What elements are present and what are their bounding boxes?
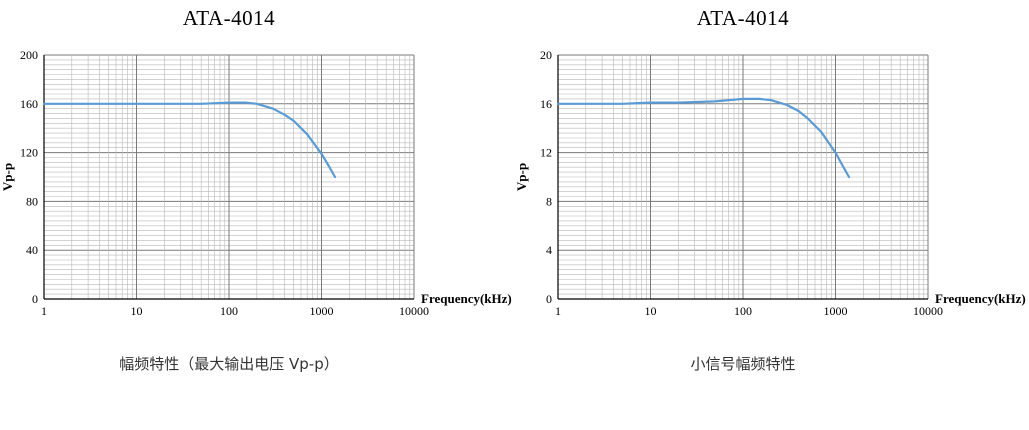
y-axis-label: Vp-p bbox=[0, 163, 15, 191]
y-tick-label: 8 bbox=[546, 194, 552, 208]
x-tick-label: 100 bbox=[734, 304, 752, 318]
y-tick-label: 0 bbox=[32, 292, 38, 306]
grid bbox=[557, 54, 929, 300]
y-tick-label: 40 bbox=[26, 243, 38, 257]
x-axis-label: Frequency(kHz) bbox=[421, 291, 512, 306]
response-curve bbox=[556, 97, 851, 179]
chart-small-signal: ATA-4014 0 4 8 12 16 20 1 10 100 1000 10000 Frequen… bbox=[514, 0, 1028, 430]
y-tick-label: 80 bbox=[26, 194, 38, 208]
chart-max-output-voltage: ATA-4014 0 40 80 120 160 200 1 10 100 1000 10000 Fr… bbox=[0, 0, 514, 430]
x-tick-label: 10000 bbox=[913, 304, 943, 318]
chart-caption: 幅频特性（最大输出电压 Vp-p） bbox=[119, 355, 339, 373]
y-tick-label: 16 bbox=[540, 97, 552, 111]
y-tick-label: 160 bbox=[20, 97, 38, 111]
x-axis-label: Frequency(kHz) bbox=[935, 291, 1026, 306]
x-tick-label: 100 bbox=[220, 304, 238, 318]
y-axis-label: Vp-p bbox=[514, 163, 529, 191]
frequency-response-curve bbox=[42, 101, 337, 179]
x-tick-label: 1000 bbox=[824, 304, 848, 318]
x-tick-label: 1 bbox=[41, 304, 47, 318]
axes bbox=[43, 55, 414, 300]
y-tick-label: 20 bbox=[540, 48, 552, 62]
chart-title: ATA-4014 bbox=[696, 6, 790, 30]
tick-labels: 0 4 8 12 16 20 1 10 100 1000 10000 bbox=[540, 48, 943, 318]
y-tick-label: 0 bbox=[546, 292, 552, 306]
axes bbox=[557, 55, 928, 300]
x-tick-label: 10 bbox=[131, 304, 143, 318]
y-tick-label: 120 bbox=[20, 146, 38, 160]
axis-labels: Frequency(kHz) Vp-p bbox=[0, 163, 512, 306]
axis-labels: Frequency(kHz) Vp-p bbox=[514, 163, 1026, 306]
y-tick-label: 200 bbox=[20, 48, 38, 62]
response-curve bbox=[42, 101, 337, 179]
chart-plot-max-output: 0 40 80 120 160 200 1 10 100 1000 10000Frequency(k… bbox=[0, 48, 512, 318]
x-tick-label: 10 bbox=[645, 304, 657, 318]
y-tick-label: 12 bbox=[540, 146, 552, 160]
x-tick-label: 1000 bbox=[310, 304, 334, 318]
chart-caption: 小信号幅频特性 bbox=[690, 355, 796, 373]
chart-title: ATA-4014 bbox=[182, 6, 276, 30]
x-tick-label: 10000 bbox=[399, 304, 429, 318]
tick-labels: 0 40 80 120 160 200 1 10 100 1000 10000 bbox=[20, 48, 429, 318]
frequency-response-curve bbox=[556, 97, 851, 179]
grid bbox=[43, 54, 415, 300]
y-tick-label: 4 bbox=[546, 243, 552, 257]
x-tick-label: 1 bbox=[555, 304, 561, 318]
